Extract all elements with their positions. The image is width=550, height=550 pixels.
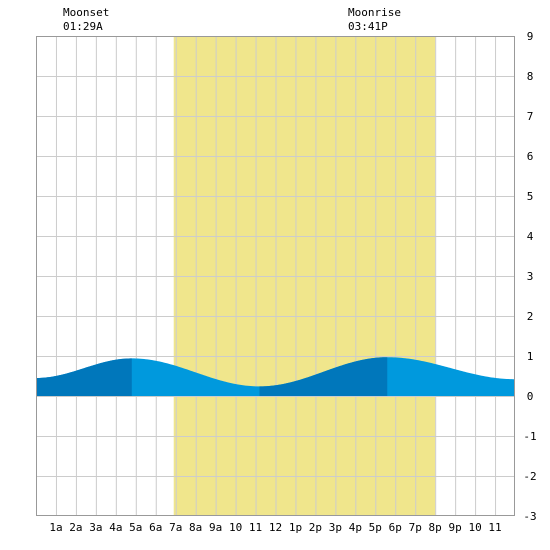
y-tick-label: 3 <box>527 270 534 283</box>
moonrise-title: Moonrise <box>348 6 401 19</box>
x-tick-label: 10 <box>229 521 242 534</box>
y-tick-label: 5 <box>527 190 534 203</box>
moonrise-time: 03:41P <box>348 20 388 33</box>
x-tick-label: 1p <box>289 521 302 534</box>
y-tick-label: 6 <box>527 150 534 163</box>
x-tick-label: 6p <box>389 521 402 534</box>
y-tick-label: -3 <box>523 510 536 523</box>
y-tick-label: 8 <box>527 70 534 83</box>
x-tick-label: 7a <box>169 521 182 534</box>
y-tick-label: 9 <box>527 30 534 43</box>
x-tick-label: 10 <box>468 521 481 534</box>
x-tick-label: 9p <box>449 521 462 534</box>
x-tick-label: 4a <box>109 521 122 534</box>
frame-layer <box>36 36 515 516</box>
moonset-time: 01:29A <box>63 20 103 33</box>
chart-frame <box>36 36 515 516</box>
moonset-title: Moonset <box>63 6 110 19</box>
x-tick-label: 12 <box>269 521 282 534</box>
y-tick-label: 4 <box>527 230 534 243</box>
y-tick-label: -1 <box>523 430 536 443</box>
x-tick-label: 3p <box>329 521 342 534</box>
x-tick-labels: 1a 2a 3a 4a 5a 6a 7a 8a 9a 10 11 12 1p 2p 3p 4p 5p 6p 7p 8p… <box>49 521 501 534</box>
tide-series-layer <box>36 357 515 396</box>
x-tick-label: 7p <box>409 521 422 534</box>
y-tick-label: 1 <box>527 350 534 363</box>
grid-layer <box>36 36 515 516</box>
x-tick-label: 4p <box>349 521 362 534</box>
x-tick-label: 5a <box>129 521 142 534</box>
x-tick-label: 6a <box>149 521 162 534</box>
tide-area <box>36 357 515 396</box>
x-tick-label: 3a <box>89 521 102 534</box>
y-tick-label: 2 <box>527 310 534 323</box>
y-tick-label: -2 <box>523 470 536 483</box>
x-tick-label: 2a <box>69 521 82 534</box>
tide-area-rising <box>36 358 132 396</box>
x-tick-label: 5p <box>369 521 382 534</box>
y-tick-label: 7 <box>527 110 534 123</box>
moonset-label: Moonset 01:29A <box>63 6 109 34</box>
x-tick-label: 8a <box>189 521 202 534</box>
x-tick-label: 11 <box>488 521 501 534</box>
moonrise-label: Moonrise 03:41P <box>348 6 401 34</box>
y-tick-label: 0 <box>527 390 534 403</box>
tide-area-rising <box>259 357 388 396</box>
x-tick-label: 1a <box>49 521 62 534</box>
x-tick-label: 8p <box>429 521 442 534</box>
x-tick-label: 11 <box>249 521 262 534</box>
y-tick-labels: -3 -2 -1 0 1 2 3 4 5 6 7 8 9 <box>523 30 536 523</box>
x-tick-label: 2p <box>309 521 322 534</box>
x-tick-label: 9a <box>209 521 222 534</box>
